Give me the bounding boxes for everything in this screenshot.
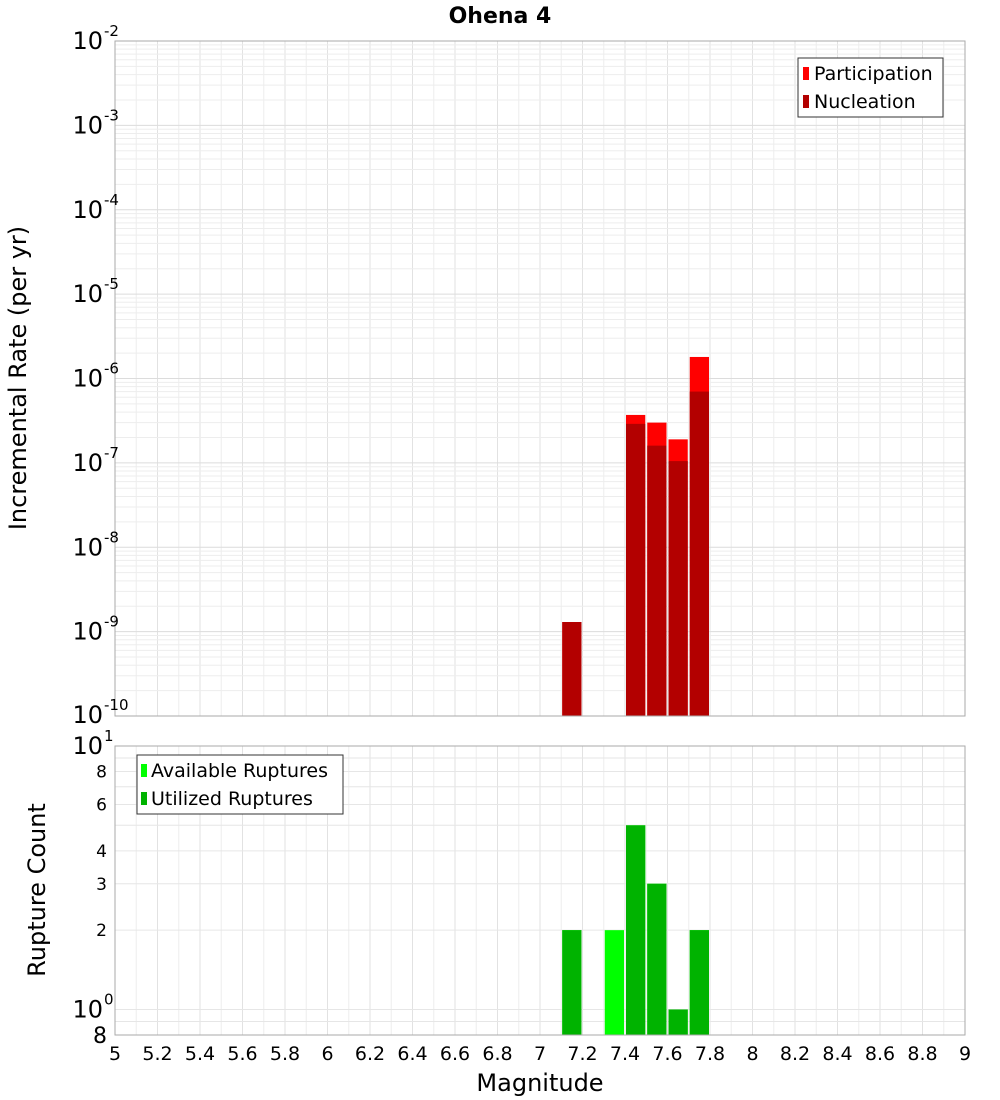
count-bars (562, 825, 709, 1035)
rate-y-tick-exponent: -8 (104, 528, 119, 546)
count-y-tick-exponent: 0 (104, 990, 114, 1008)
nucleation-bar (626, 423, 646, 716)
utilized-ruptures-bar (668, 1009, 688, 1035)
x-tick-label: 6 (321, 1043, 333, 1065)
utilized-ruptures-bar (689, 930, 709, 1035)
x-tick-label: 7 (534, 1043, 546, 1065)
x-tick-label: 5.2 (142, 1043, 172, 1065)
x-tick-label: 7.4 (610, 1043, 640, 1065)
participation-legend-label: Participation (814, 63, 933, 85)
count-y-tick-label: 3 (96, 875, 107, 895)
available-legend-label: Available Ruptures (151, 760, 328, 782)
chart-title: Ohena 4 (449, 4, 552, 29)
count-y-tick-label: 2 (96, 921, 107, 941)
nucleation-bar (689, 391, 709, 716)
rate-legend: Participation Nucleation (797, 57, 944, 118)
rate-y-tick-base: 10 (72, 111, 103, 139)
x-tick-label: 5 (109, 1043, 121, 1065)
x-tick-label: 7.6 (652, 1043, 682, 1065)
count-y-axis-label: Rupture Count (23, 803, 51, 977)
rate-legend-box (797, 57, 944, 118)
participation-legend-swatch (803, 67, 809, 80)
rate-y-tick-exponent: -6 (104, 360, 119, 378)
rate-y-tick-exponent: -2 (104, 22, 119, 40)
count-y-tick-label: 6 (96, 795, 107, 815)
rate-plot-border (114, 40, 966, 717)
x-tick-label: 6.2 (355, 1043, 385, 1065)
utilized-ruptures-bar (562, 930, 582, 1035)
utilized-legend-label: Utilized Ruptures (151, 788, 313, 810)
x-tick-label: 5.4 (185, 1043, 215, 1065)
count-plot-border (114, 745, 966, 1036)
nucleation-bar (668, 461, 688, 716)
available-legend-swatch (141, 764, 147, 777)
nucleation-bar (647, 445, 667, 716)
x-axis-label: Magnitude (476, 1069, 603, 1097)
nucleation-legend-swatch (803, 95, 809, 108)
x-tick-label: 8.8 (907, 1043, 937, 1065)
x-tick-label: 9 (959, 1043, 971, 1065)
rate-y-tick-base: 10 (72, 196, 103, 224)
count-legend-box (136, 754, 344, 815)
nucleation-bar (562, 622, 582, 716)
x-tick-label: 5.8 (270, 1043, 300, 1065)
magnitude-x-ticks: 5 5.2 5.4 5.6 5.8 6 6.2 6.4 6.6 6.8 7 7.2 7.4 7.6 7.8 8… (109, 1043, 971, 1065)
rate-y-tick-base: 10 (72, 533, 103, 561)
x-tick-label: 6.8 (482, 1043, 512, 1065)
nucleation-legend-label: Nucleation (814, 91, 916, 113)
rate-y-tick-exponent: -7 (104, 444, 119, 462)
rate-y-tick-exponent: -9 (104, 613, 119, 631)
available-ruptures-bar (604, 930, 624, 1035)
x-tick-label: 8.6 (865, 1043, 895, 1065)
rate-y-tick-base: 10 (72, 365, 103, 393)
rate-y-tick-exponent: -5 (104, 275, 119, 293)
x-tick-label: 5.6 (227, 1043, 257, 1065)
rate-bars (562, 356, 709, 716)
rate-y-tick-base: 10 (72, 449, 103, 477)
x-tick-label: 8.2 (780, 1043, 810, 1065)
x-tick-label: 6.4 (397, 1043, 427, 1065)
x-tick-label: 7.2 (567, 1043, 597, 1065)
x-tick-label: 7.8 (695, 1043, 725, 1065)
count-y-tick-base: 10 (72, 732, 103, 760)
utilized-ruptures-bar (626, 825, 646, 1035)
x-tick-label: 6.6 (440, 1043, 470, 1065)
rate-y-tick-exponent: -10 (104, 696, 129, 714)
rate-y-tick-base: 10 (72, 280, 103, 308)
rate-gridlines (114, 41, 966, 717)
count-legend: Available Ruptures Utilized Ruptures (136, 754, 344, 815)
count-y-tick-label: 8 (93, 1024, 107, 1049)
rate-y-tick-base: 10 (72, 618, 103, 646)
count-y-tick-label: 4 (96, 842, 107, 862)
rate-y-tick-base: 10 (72, 701, 103, 729)
rate-y-axis-label: Incremental Rate (per yr) (4, 226, 32, 530)
x-tick-label: 8 (746, 1043, 758, 1065)
rate-y-tick-base: 10 (72, 27, 103, 55)
rate-y-tick-exponent: -3 (104, 106, 119, 124)
utilized-legend-swatch (141, 792, 147, 805)
rate-y-tick-exponent: -4 (104, 191, 119, 209)
x-tick-label: 8.4 (822, 1043, 852, 1065)
count-y-tick-label: 8 (96, 763, 107, 783)
utilized-ruptures-bar (647, 883, 667, 1035)
count-y-tick-exponent: 1 (104, 727, 114, 745)
count-y-tick-base: 10 (72, 995, 103, 1023)
